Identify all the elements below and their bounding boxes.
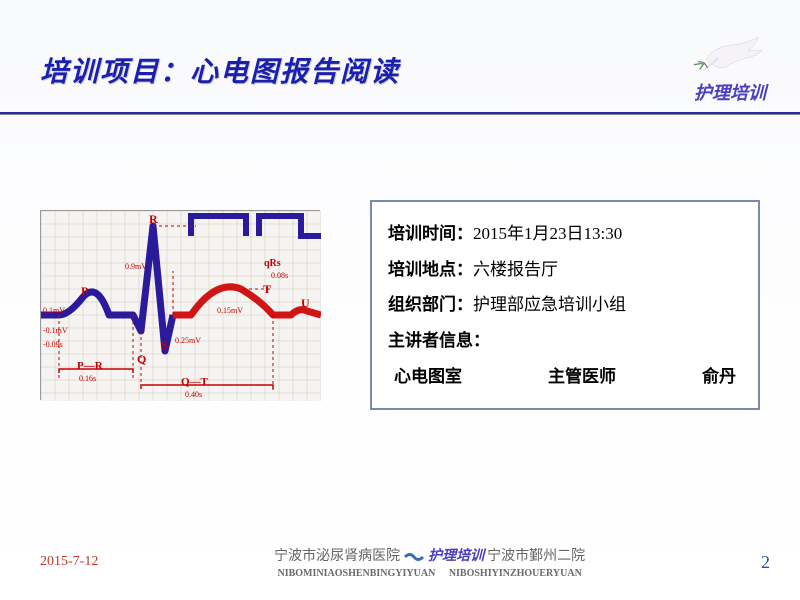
page-title: 培训项目：心电图报告阅读 [40, 50, 760, 90]
svg-text:-0.09s: -0.09s [43, 340, 63, 349]
info-row-presenter: 心电图室 主管医师 俞丹 [388, 359, 742, 395]
info-row-dept: 组织部门：护理部应急培训小组 [388, 287, 742, 323]
svg-text:-0.1mV: -0.1mV [43, 326, 68, 335]
info-row-time: 培训时间：2015年1月23日13:30 [388, 216, 742, 252]
divider [0, 112, 800, 114]
ecg-diagram: R P T U Q S qRs P—R Q—T 0.1mV -0.1mV 0.9… [40, 210, 320, 400]
svg-text:0.25mV: 0.25mV [175, 336, 201, 345]
svg-text:Q—T: Q—T [181, 376, 209, 388]
info-row-presenter-label: 主讲者信息： [388, 323, 742, 359]
footer-date: 2015-7-12 [40, 554, 98, 570]
svg-text:R: R [149, 212, 158, 226]
header: 培训项目：心电图报告阅读 [40, 50, 760, 90]
info-box: 培训时间：2015年1月23日13:30 培训地点：六楼报告厅 组织部门：护理部… [370, 200, 760, 410]
svg-text:0.40s: 0.40s [185, 390, 202, 399]
svg-text:0.15mV: 0.15mV [217, 306, 243, 315]
svg-text:0.08s: 0.08s [271, 271, 288, 280]
svg-text:0.9mV: 0.9mV [125, 262, 147, 271]
svg-text:Q: Q [137, 352, 146, 366]
svg-text:P: P [81, 284, 88, 298]
info-row-location: 培训地点：六楼报告厅 [388, 252, 742, 288]
svg-text:T: T [263, 282, 271, 296]
svg-text:0.1mV: 0.1mV [43, 306, 65, 315]
footer: 2015-7-12 宁波市泌尿肾病医院 护理培训 宁波市鄞州二院 NIBOMIN… [0, 542, 800, 582]
svg-text:qRs: qRs [264, 258, 281, 269]
svg-text:0.16s: 0.16s [79, 374, 96, 383]
svg-text:U: U [301, 296, 310, 310]
footer-center: 宁波市泌尿肾病医院 护理培训 宁波市鄞州二院 NIBOMINIAOSHENBIN… [98, 545, 761, 580]
page-number: 2 [761, 552, 770, 573]
svg-text:P—R: P—R [77, 360, 104, 372]
svg-text:S: S [161, 338, 168, 352]
